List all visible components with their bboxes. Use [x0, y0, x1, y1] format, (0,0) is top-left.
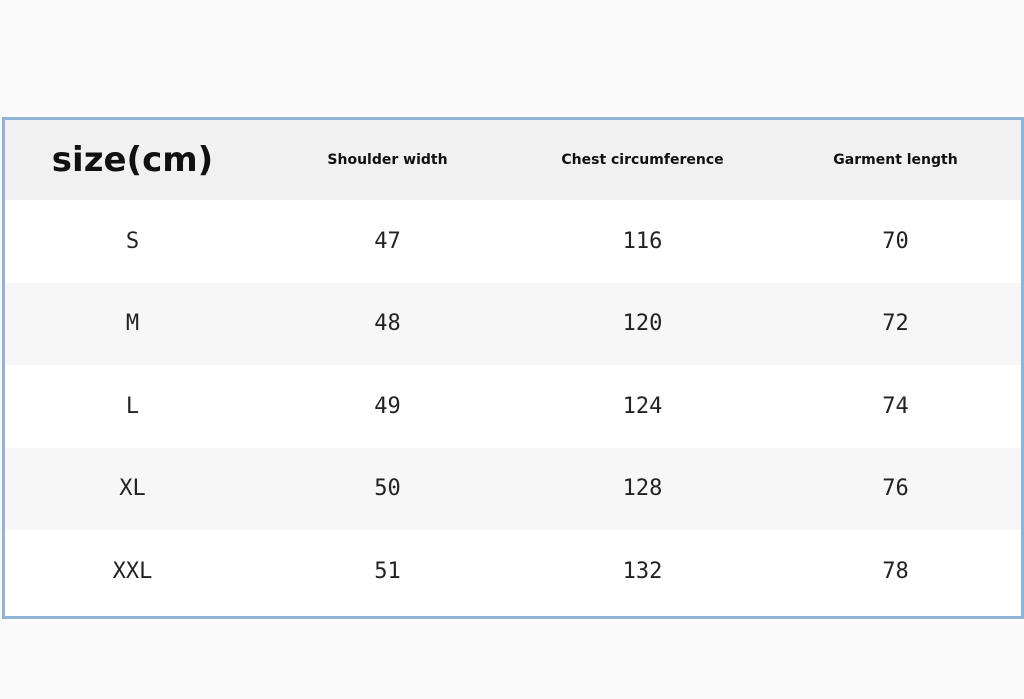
- table-row: S 47 116 70: [5, 200, 1021, 283]
- table-cell: 51: [374, 558, 401, 584]
- table-cell: 72: [882, 311, 909, 337]
- table-cell: S: [125, 228, 140, 254]
- table-cell: M: [125, 311, 140, 337]
- header-cell: Shoulder width: [327, 152, 448, 168]
- table-cell: 49: [374, 393, 401, 419]
- table-cell: 76: [882, 476, 909, 502]
- table-row: XL 50 128 76: [5, 447, 1021, 530]
- table-cell: 70: [882, 228, 909, 254]
- table-cell: 47: [374, 228, 401, 254]
- table-cell: 116: [622, 228, 663, 254]
- table-cell: 74: [882, 393, 909, 419]
- table-cell: L: [125, 393, 140, 419]
- table-cell: 132: [622, 558, 663, 584]
- table-cell: XXL: [112, 558, 153, 584]
- table-row: M 48 120 72: [5, 282, 1021, 365]
- table-row: XXL 51 132 78: [5, 530, 1021, 613]
- header-cell: size(cm): [51, 140, 214, 180]
- header-cell: Garment length: [833, 152, 958, 168]
- table-cell: 128: [622, 476, 663, 502]
- table-cell: XL: [119, 476, 146, 502]
- table-cell: 48: [374, 311, 401, 337]
- table-cell: 78: [882, 558, 909, 584]
- table-row: L 49 124 74: [5, 365, 1021, 448]
- table-cell: 120: [622, 311, 663, 337]
- header-row: size(cm) Shoulder width Chest circumferenc…: [5, 120, 1021, 200]
- size-table: size(cm) Shoulder width Chest circumferenc…: [2, 117, 1024, 619]
- header-cell: Chest circumference: [561, 152, 724, 168]
- table-cell: 124: [622, 393, 663, 419]
- table-cell: 50: [374, 476, 401, 502]
